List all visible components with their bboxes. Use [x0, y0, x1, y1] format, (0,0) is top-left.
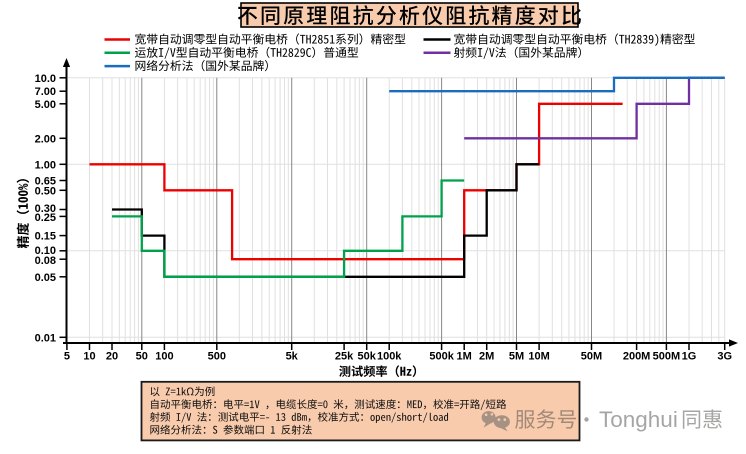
svg-text:0.65: 0.65	[35, 176, 56, 188]
svg-text:2.00: 2.00	[35, 133, 56, 145]
svg-text:5k: 5k	[286, 351, 299, 363]
svg-text:7.00: 7.00	[35, 86, 56, 98]
svg-text:5M: 5M	[509, 351, 524, 363]
svg-text:100k: 100k	[377, 351, 402, 363]
svg-text:1M: 1M	[457, 351, 472, 363]
svg-text:200M: 200M	[623, 351, 651, 363]
svg-text:10M: 10M	[528, 351, 549, 363]
svg-text:1G: 1G	[682, 351, 697, 363]
svg-text:5.00: 5.00	[35, 99, 56, 111]
svg-text:500: 500	[208, 351, 226, 363]
svg-text:3G: 3G	[717, 351, 732, 363]
svg-text:500k: 500k	[429, 351, 454, 363]
svg-text:0.15: 0.15	[35, 231, 56, 243]
svg-text:10: 10	[83, 351, 95, 363]
svg-text:50k: 50k	[358, 351, 377, 363]
svg-text:2M: 2M	[479, 351, 494, 363]
svg-text:0.08: 0.08	[35, 255, 56, 267]
svg-text:0.10: 0.10	[35, 245, 56, 257]
svg-text:1.00: 1.00	[35, 159, 56, 171]
svg-text:50: 50	[136, 351, 148, 363]
svg-text:50M: 50M	[581, 351, 602, 363]
svg-text:Tonghui: Tonghui	[599, 407, 678, 432]
svg-text:0.50: 0.50	[35, 185, 56, 197]
svg-text:0.30: 0.30	[35, 203, 56, 215]
svg-text:0.05: 0.05	[35, 272, 56, 284]
svg-text:20: 20	[106, 351, 118, 363]
svg-text:10.0: 10.0	[35, 73, 56, 85]
svg-text:25k: 25k	[335, 351, 354, 363]
svg-text:100: 100	[155, 351, 173, 363]
svg-text:500M: 500M	[653, 351, 681, 363]
svg-text:5: 5	[64, 351, 70, 363]
svg-text:0.25: 0.25	[35, 212, 56, 224]
svg-text:0.01: 0.01	[35, 332, 56, 344]
